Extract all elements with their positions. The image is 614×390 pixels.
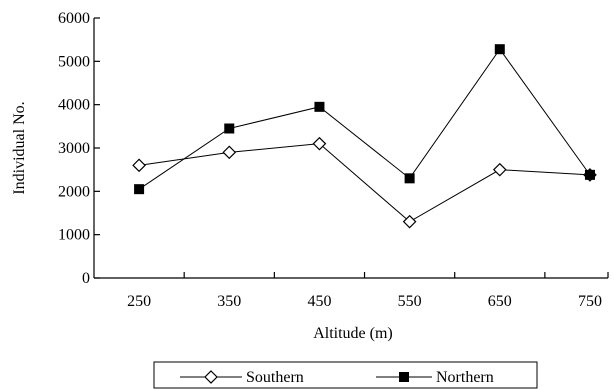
data-point-northern [224,123,235,134]
legend: Southern Northern [153,361,538,389]
legend-marker-northern [399,372,409,382]
x-tick-label: 650 [488,293,512,310]
data-point-northern [404,173,415,184]
data-point-southern [222,145,237,160]
data-point-southern [402,214,417,229]
y-ticks: 0 1000 2000 3000 4000 5000 6000 [58,10,100,287]
data-point-northern [314,101,325,112]
legend-marker-southern [204,370,218,384]
series-group [132,44,597,229]
y-tick-label: 6000 [58,10,90,27]
legend-label-southern: Southern [246,369,304,386]
data-point-northern [494,44,505,55]
x-tick-label: 250 [127,293,151,310]
legend-label-northern: Northern [436,369,494,386]
data-point-northern [134,184,145,195]
x-tick-label: 350 [217,293,241,310]
data-point-southern [132,158,146,173]
x-tick-label: 750 [578,293,602,310]
y-tick-label: 5000 [58,53,90,70]
y-tick-label: 4000 [58,97,90,114]
x-ticks: 250 350 450 550 650 750 [127,272,609,310]
y-axis-label: Individual No. [11,101,28,194]
x-tick-label: 450 [307,293,331,310]
axes [93,18,608,279]
y-tick-label: 0 [82,270,90,287]
data-point-northern [584,169,595,180]
y-tick-label: 1000 [58,227,90,244]
series-line-southern [139,143,590,223]
series-line-northern [138,48,591,190]
data-point-southern [492,162,507,177]
x-tick-label: 550 [398,293,422,310]
y-tick-label: 2000 [58,183,90,200]
x-axis-label: Altitude (m) [313,325,393,342]
data-point-southern [312,136,327,151]
legend-box [153,361,538,389]
y-tick-label: 3000 [58,140,90,157]
